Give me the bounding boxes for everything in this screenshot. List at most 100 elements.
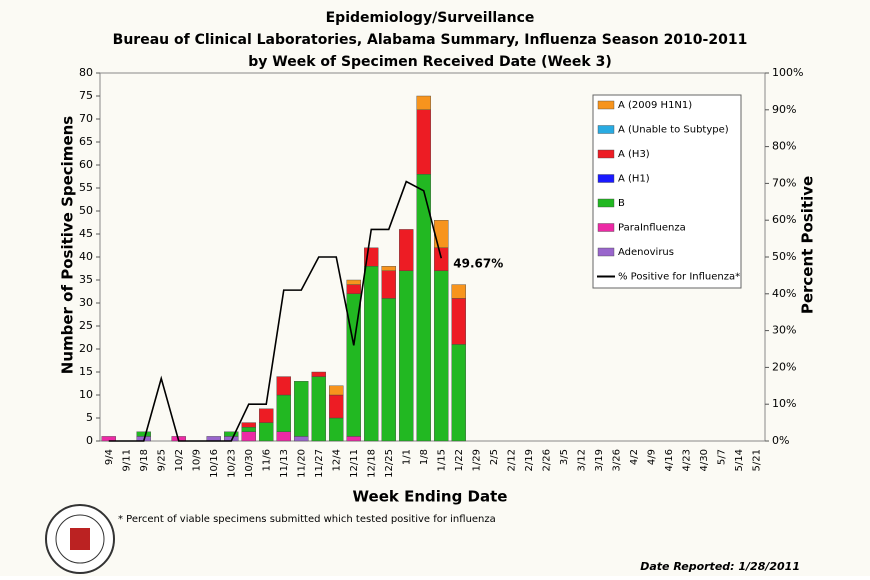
- y-tick-label: 65: [79, 135, 93, 148]
- seal-inner: [55, 514, 105, 564]
- x-tick-label: 10/30: [244, 449, 255, 478]
- legend-label: A (H1): [618, 174, 650, 185]
- bar-segment: [276, 431, 291, 442]
- chart-title: Epidemiology/Surveillance: [326, 10, 535, 26]
- seal: [45, 504, 115, 574]
- x-tick-label: 4/23: [681, 449, 692, 471]
- data-label: 49.67%: [453, 257, 503, 271]
- legend-label: A (H3): [618, 149, 650, 160]
- x-tick-label: 1/22: [454, 449, 465, 471]
- x-tick-label: 10/23: [226, 449, 237, 478]
- y-axis-title: Number of Positive Specimens: [59, 116, 77, 375]
- chart-subtitle: Bureau of Clinical Laboratories, Alabama…: [113, 32, 748, 48]
- x-tick-label: 2/26: [541, 449, 552, 471]
- x-tick-label: 9/4: [104, 449, 115, 465]
- y2-tick-label: 100%: [772, 66, 803, 79]
- bar-segment: [451, 298, 466, 345]
- legend-swatch: [597, 198, 615, 208]
- y2-tick-label: 0%: [772, 434, 789, 447]
- bar-segment: [259, 422, 274, 442]
- y-tick-label: 80: [79, 66, 93, 79]
- legend-label: A (Unable to Subtype): [618, 125, 729, 136]
- legend-swatch: [597, 100, 615, 110]
- bar-segment: [329, 417, 344, 442]
- legend-box: [592, 94, 742, 289]
- footnote: * Percent of viable specimens submitted …: [118, 514, 496, 525]
- bar-segment: [241, 427, 256, 433]
- bar-segment: [294, 381, 309, 437]
- x-tick-label: 5/7: [716, 449, 727, 465]
- bar-segment: [346, 436, 361, 442]
- y-tick-label: 10: [79, 388, 93, 401]
- y2-tick-label: 40%: [772, 287, 796, 300]
- bar-segment: [434, 270, 449, 442]
- bar-segment: [364, 266, 379, 442]
- line: [108, 180, 443, 442]
- x-tick-label: 12/25: [384, 449, 395, 478]
- y-tick-label: 55: [79, 181, 93, 194]
- x-tick-label: 4/16: [664, 449, 675, 471]
- x-tick-label: 3/19: [594, 449, 605, 471]
- y-tick-label: 40: [79, 250, 93, 263]
- x-tick-label: 5/14: [734, 449, 745, 471]
- bar-segment: [451, 344, 466, 442]
- y-tick-label: 30: [79, 296, 93, 309]
- x-tick-label: 2/5: [489, 449, 500, 465]
- x-tick-label: 4/30: [699, 449, 710, 471]
- legend-swatch: [597, 174, 615, 183]
- bar-segment: [399, 270, 414, 442]
- seal-shield: [70, 528, 90, 550]
- x-tick-label: 1/15: [436, 449, 447, 471]
- x-tick-label: 3/26: [611, 449, 622, 471]
- legend-swatch: [597, 223, 615, 232]
- bar-segment: [276, 394, 291, 432]
- y-tick-label: 45: [79, 227, 93, 240]
- x-tick-label: 9/18: [139, 449, 150, 471]
- y-tick-label: 5: [86, 411, 93, 424]
- bar-segment: [224, 431, 239, 437]
- y2-axis-title: Percent Positive: [799, 176, 817, 314]
- bar-segment: [241, 422, 256, 428]
- bar-segment: [346, 279, 361, 285]
- x-tick-label: 9/11: [121, 449, 132, 471]
- x-tick-label: 3/5: [559, 449, 570, 465]
- legend-swatch: [597, 247, 615, 257]
- bar-segment: [434, 219, 449, 248]
- x-tick-label: 12/4: [331, 449, 342, 471]
- legend-label: Adenovirus: [618, 247, 674, 258]
- x-tick-label: 4/2: [629, 449, 640, 465]
- y-tick-label: 60: [79, 158, 93, 171]
- legend-label: ParaInfluenza: [618, 223, 686, 234]
- bar-segment: [381, 270, 396, 299]
- bar-segment: [311, 376, 326, 442]
- y2-tick-label: 10%: [772, 397, 796, 410]
- bar-segment: [381, 298, 396, 442]
- x-tick-label: 2/12: [506, 449, 517, 471]
- bar-segment: [276, 376, 291, 396]
- y-tick-label: 0: [86, 434, 93, 447]
- legend-label: B: [618, 198, 625, 209]
- x-tick-label: 11/27: [314, 449, 325, 478]
- bar-segment: [416, 95, 431, 111]
- bar-segment: [136, 431, 151, 437]
- x-tick-label: 4/9: [646, 449, 657, 465]
- bar-segment: [329, 394, 344, 419]
- bar-segment: [311, 371, 326, 377]
- y-tick-label: 50: [79, 204, 93, 217]
- y-tick-label: 35: [79, 273, 93, 286]
- bar-segment: [451, 284, 466, 299]
- y2-tick-label: 50%: [772, 250, 796, 263]
- bar-segment: [259, 408, 274, 423]
- y-tick-label: 75: [79, 89, 93, 102]
- date-reported: Date Reported: 1/28/2011: [640, 560, 800, 573]
- bar-segment: [241, 431, 256, 442]
- y2-tick-label: 60%: [772, 213, 796, 226]
- x-tick-label: 1/29: [471, 449, 482, 471]
- y-tick-label: 70: [79, 112, 93, 125]
- x-tick-label: 10/2: [174, 449, 185, 471]
- y2-tick-label: 20%: [772, 360, 796, 373]
- legend-label: % Positive for Influenza*: [618, 272, 740, 283]
- bar-segment: [399, 229, 414, 271]
- x-tick-label: 1/1: [401, 449, 412, 465]
